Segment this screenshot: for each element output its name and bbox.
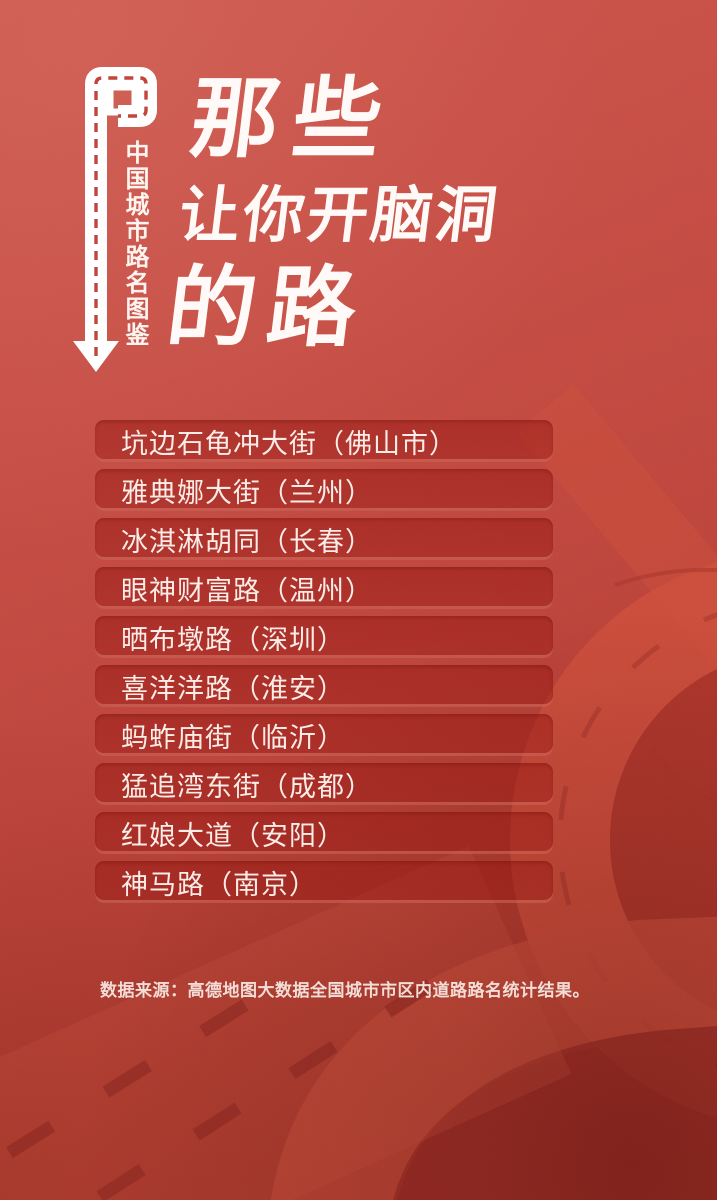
road-list-item: 猛追湾东街（成都） (95, 763, 553, 805)
title-line-2: 让你开脑洞 (175, 181, 504, 249)
road-name-list: 坑边石龟冲大街（佛山市） 雅典娜大街（兰州） 冰淇淋胡同（长春） 眼神财富路（温… (95, 420, 553, 903)
road-list-item: 眼神财富路（温州） (95, 567, 553, 609)
page-title: 那些 让你开脑洞 的路 (162, 69, 517, 357)
road-list-item: 冰淇淋胡同（长春） (95, 518, 553, 560)
road-pin-p-icon (73, 67, 157, 372)
road-list-item: 坑边石龟冲大街（佛山市） (95, 420, 553, 462)
title-line-1: 那些 (185, 69, 402, 168)
road-list-item: 喜洋洋路（淮安） (95, 665, 553, 707)
road-list-item: 红娘大道（安阳） (95, 812, 553, 854)
road-list-item: 雅典娜大街（兰州） (95, 469, 553, 511)
road-list-item: 晒布墩路（深圳） (95, 616, 553, 658)
title-line-3: 的路 (162, 258, 375, 357)
road-list-item: 蚂蚱庙街（临沂） (95, 714, 553, 756)
road-list-item: 神马路（南京） (95, 861, 553, 903)
data-source-note: 数据来源：高德地图大数据全国城市市区内道路路名统计结果。 (100, 981, 590, 1000)
series-vertical-title: 中国城市路名图鉴 (121, 140, 148, 348)
